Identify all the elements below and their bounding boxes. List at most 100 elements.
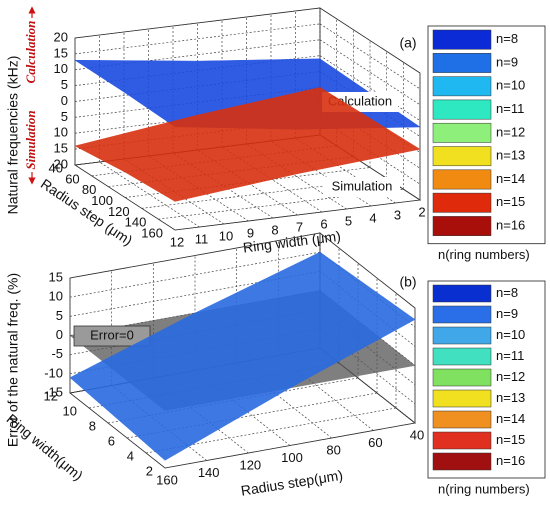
y-tick-label: 40 (49, 160, 63, 175)
grid-line (74, 23, 321, 55)
legend-label: n=16 (496, 453, 525, 468)
annotation-box (324, 177, 400, 197)
legend-swatch (432, 431, 492, 450)
legend-label: n=9 (496, 54, 518, 69)
legend-swatch (432, 76, 492, 97)
panel-label: (b) (399, 274, 416, 290)
grid-line (69, 392, 166, 469)
y-tick-label: 10 (63, 403, 77, 418)
x-tick-label: 80 (326, 442, 340, 457)
z-tick-label: 15 (49, 269, 63, 284)
legend-label: n=12 (496, 369, 525, 384)
x-tick-label: 120 (239, 457, 261, 472)
legend-swatch (432, 326, 492, 345)
x-tick-label: 8 (271, 222, 278, 237)
x-tick-label: 10 (219, 228, 233, 243)
legend-label: n=9 (496, 306, 518, 321)
x-tick-label: 9 (247, 225, 254, 240)
legend-swatch (432, 146, 492, 167)
surface-patch (196, 87, 371, 145)
y-tick-label: 8 (89, 418, 96, 433)
grid-line (74, 7, 321, 39)
z-tick-label: 5 (61, 77, 68, 92)
annotation: Error=0 (90, 327, 134, 342)
y-tick-label: 4 (127, 448, 134, 463)
x-tick-label: 40 (410, 427, 424, 442)
y-tick-label: 80 (82, 182, 96, 197)
z-tick-label: 0 (61, 93, 68, 108)
z-tick-label: 10 (54, 125, 68, 140)
surface (74, 87, 421, 202)
z-tick-label: -5 (51, 346, 63, 361)
y-tick-label: 6 (108, 433, 115, 448)
y-tick-label: 140 (125, 215, 147, 230)
z-axis-label: Natural frequencies (kHz) (5, 56, 21, 215)
side-label: Simulation (23, 110, 38, 169)
legend-swatch (432, 53, 492, 73)
x-tick-label: 7 (296, 219, 303, 234)
panel-label: (a) (399, 35, 416, 51)
grid-line (174, 199, 421, 231)
legend-swatch (432, 389, 492, 408)
x-tick-label: 6 (320, 216, 327, 231)
y-tick-label: 60 (65, 171, 79, 186)
legend-label: n=14 (496, 411, 525, 426)
z-tick-label: 10 (49, 289, 63, 304)
z-tick-label: 15 (54, 141, 68, 156)
x-tick-label: 4 (369, 210, 376, 225)
grid-line (319, 232, 416, 309)
annotation: Simulation (332, 178, 393, 193)
legend-title: n(ring numbers) (438, 481, 530, 496)
legend-title: n(ring numbers) (438, 247, 530, 262)
legend-label: n=13 (496, 148, 525, 163)
x-tick-label: 60 (368, 435, 382, 450)
legend-swatch (432, 347, 492, 366)
legend-label: n=10 (496, 327, 525, 342)
x-tick-label: 5 (345, 213, 352, 228)
legend-label: n=15 (496, 194, 525, 209)
legend-label: n=11 (496, 101, 524, 116)
legend-label: n=8 (496, 285, 518, 300)
legend-swatch (432, 216, 492, 236)
legend-swatch (432, 452, 492, 471)
legend-swatch (432, 29, 492, 50)
z-tick-label: 10 (54, 61, 68, 76)
legend-swatch (432, 122, 492, 143)
y-tick-label: 120 (108, 204, 130, 219)
legend-label: n=11 (496, 348, 524, 363)
legend-swatch (432, 368, 492, 387)
legend-swatch (432, 305, 492, 324)
x-tick-label: 160 (156, 472, 178, 487)
legend-swatch (432, 192, 492, 213)
x-tick-label: 3 (394, 207, 401, 222)
legend-label: n=15 (496, 432, 525, 447)
x-tick-label: 100 (281, 450, 303, 465)
x-axis-label: Ring width (μm) (242, 228, 342, 256)
x-tick-label: 2 (418, 204, 425, 219)
x-tick-label: 140 (198, 465, 220, 480)
z-tick-label: 0 (56, 327, 63, 342)
legend-swatch (432, 169, 492, 190)
y-tick-label: 100 (91, 193, 113, 208)
legend-label: n=8 (496, 31, 518, 46)
legend-label: n=13 (496, 390, 525, 405)
z-tick-label: -15 (44, 384, 63, 399)
side-label: Calculation (23, 21, 38, 84)
z-tick-label: 5 (61, 109, 68, 124)
surface-patch (242, 285, 416, 389)
surface (69, 251, 416, 461)
z-tick-label: 5 (56, 308, 63, 323)
x-tick-label: 12 (170, 234, 184, 249)
z-axis-label: Error of the natural freq. (%) (5, 273, 21, 447)
legend-label: n=12 (496, 124, 525, 139)
x-tick-label: 11 (195, 231, 209, 246)
z-tick-label: -10 (44, 365, 63, 380)
legend-swatch (432, 284, 492, 303)
y-tick-label: 2 (146, 463, 153, 478)
y-tick-label: 12 (44, 388, 58, 403)
z-tick-label: 20 (54, 156, 68, 171)
legend-swatch (432, 410, 492, 429)
legend-swatch (432, 99, 492, 120)
z-tick-label: 15 (54, 45, 68, 60)
